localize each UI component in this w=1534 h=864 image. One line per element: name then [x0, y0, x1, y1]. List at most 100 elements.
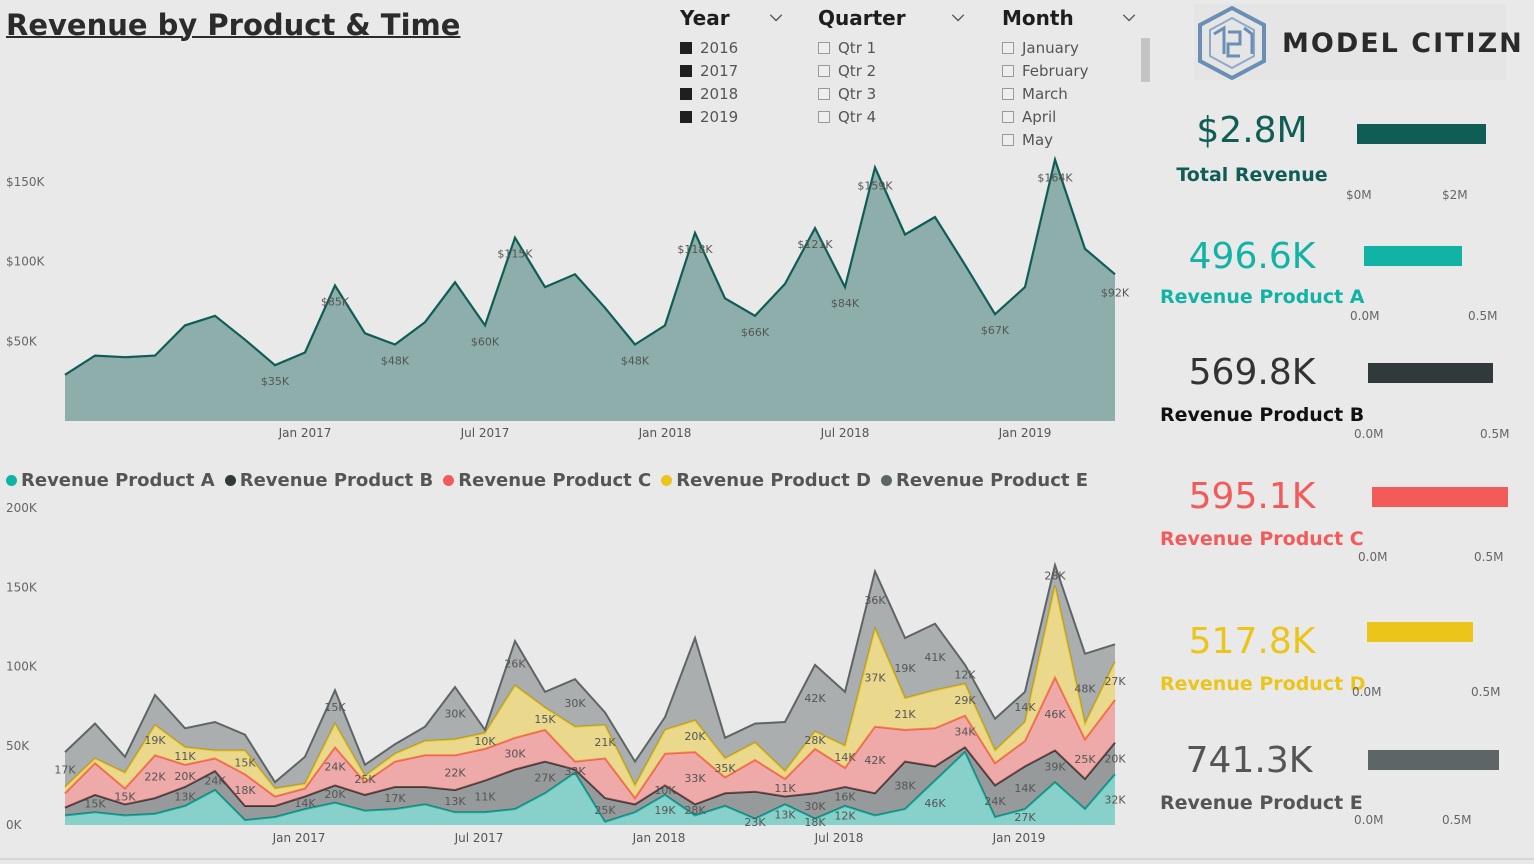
data-label: 33K	[564, 765, 586, 778]
month-option-label: May	[1022, 130, 1054, 149]
month-option-january[interactable]: January	[1002, 36, 1142, 59]
month-option-label: March	[1022, 84, 1068, 103]
data-label: 13K	[774, 809, 796, 822]
month-slicer-title: Month	[1002, 6, 1074, 30]
legend-item[interactable]: Revenue Product E	[880, 470, 1088, 491]
chevron-down-icon[interactable]: ⌵	[952, 6, 965, 25]
divider	[0, 858, 1534, 860]
year-option-2018[interactable]: 2018	[680, 82, 790, 105]
x-tick-label: Jan 2017	[272, 831, 326, 845]
kpi-label: Total Revenue	[1176, 164, 1328, 186]
year-option-2019[interactable]: 2019	[680, 105, 790, 128]
legend-item[interactable]: Revenue Product C	[443, 470, 651, 491]
legend-label: Revenue Product A	[21, 470, 215, 491]
data-label: 11K	[774, 782, 796, 795]
chevron-down-icon[interactable]: ⌵	[770, 6, 783, 25]
chevron-down-icon[interactable]: ⌵	[1123, 6, 1136, 25]
legend-item[interactable]: Revenue Product A	[6, 470, 215, 491]
legend-label: Revenue Product B	[239, 470, 434, 491]
quarter-option-qtr-4[interactable]: Qtr 4	[818, 105, 973, 128]
checkbox[interactable]	[680, 64, 692, 77]
legend-item[interactable]: Revenue Product B	[224, 470, 434, 491]
kpi-value: 741.3K	[1185, 740, 1313, 781]
legend-dot-icon	[6, 475, 17, 486]
kpi-axis-tick: 0.0M	[1358, 550, 1388, 564]
logo-mark-icon	[1198, 5, 1266, 80]
quarter-option-qtr-2[interactable]: Qtr 2	[818, 59, 973, 82]
kpi-label: Revenue Product C	[1160, 528, 1364, 550]
data-label: 19K	[144, 734, 166, 747]
month-scrollbar[interactable]	[1141, 38, 1150, 82]
checkbox[interactable]	[1002, 133, 1014, 146]
kpi-value: 517.8K	[1188, 621, 1316, 662]
year-slicer-title: Year	[680, 6, 730, 30]
checkbox[interactable]	[680, 87, 692, 100]
checkbox[interactable]	[818, 64, 830, 77]
data-label: 28K	[804, 734, 826, 747]
legend-dot-icon	[443, 475, 455, 486]
month-option-february[interactable]: February	[1002, 59, 1142, 82]
x-tick-label: Jul 2017	[460, 426, 510, 440]
data-label: 30K	[504, 748, 526, 761]
checkbox[interactable]	[818, 110, 830, 123]
data-label: 39K	[1044, 760, 1066, 773]
data-label: 14K	[1014, 782, 1036, 795]
y-tick-label: 150K	[6, 580, 38, 594]
data-label: $35K	[261, 375, 290, 388]
checkbox[interactable]	[680, 110, 692, 123]
data-label: 27K	[1104, 675, 1126, 688]
month-option-april[interactable]: April	[1002, 105, 1142, 128]
data-label: 37K	[864, 672, 886, 685]
x-tick-label: Jul 2018	[820, 426, 870, 440]
kpi-bar	[1368, 363, 1493, 383]
x-tick-label: Jan 2019	[992, 831, 1046, 845]
quarter-option-qtr-3[interactable]: Qtr 3	[818, 82, 973, 105]
kpi-value: 569.8K	[1188, 352, 1316, 393]
data-label: $115K	[497, 248, 533, 261]
kpi-value: 595.1K	[1188, 476, 1316, 517]
legend-item[interactable]: Revenue Product D	[661, 470, 871, 491]
kpi-axis-tick: 0.0M	[1354, 813, 1384, 827]
chart-legend: Revenue Product A Revenue Product B Revenu…	[6, 470, 1088, 491]
data-label: $48K	[381, 354, 410, 367]
quarter-slicer-title: Quarter	[818, 6, 906, 30]
data-label: 42K	[864, 754, 886, 767]
month-option-may[interactable]: May	[1002, 128, 1142, 151]
legend-label: Revenue Product C	[458, 470, 652, 491]
y-tick-label: 200K	[6, 501, 38, 515]
kpi-axis-tick: 0.0M	[1354, 427, 1384, 441]
legend-dot-icon	[880, 475, 892, 486]
data-label: 10K	[654, 784, 676, 797]
data-label: $164K	[1037, 172, 1073, 185]
year-slicer: Year ⌵ 2016 2017 2018 2019	[680, 6, 790, 128]
month-option-march[interactable]: March	[1002, 82, 1142, 105]
data-label: 14K	[1014, 701, 1036, 714]
data-label: 30K	[444, 707, 466, 720]
data-label: 41K	[924, 651, 946, 664]
data-label: 26K	[504, 657, 526, 670]
data-label: $48K	[621, 354, 650, 367]
checkbox[interactable]	[1002, 87, 1014, 100]
series-line-0	[64, 750, 1116, 823]
x-tick-label: Jan 2017	[278, 426, 332, 440]
checkbox[interactable]	[680, 41, 692, 54]
x-tick-label: Jul 2017	[454, 831, 504, 845]
checkbox[interactable]	[1002, 110, 1014, 123]
checkbox[interactable]	[1002, 41, 1014, 54]
series-area-2	[65, 677, 1115, 808]
checkbox[interactable]	[818, 87, 830, 100]
kpi-axis-tick: 0.5M	[1480, 427, 1510, 441]
series-area-4	[65, 565, 1115, 789]
quarter-option-qtr-1[interactable]: Qtr 1	[818, 36, 973, 59]
kpi-bar	[1357, 124, 1486, 144]
year-option-2016[interactable]: 2016	[680, 36, 790, 59]
kpi-axis-tick: 0.5M	[1468, 309, 1498, 323]
checkbox[interactable]	[818, 41, 830, 54]
kpi-axis-tick: 0.0M	[1350, 309, 1380, 323]
year-option-2017[interactable]: 2017	[680, 59, 790, 82]
checkbox[interactable]	[1002, 64, 1014, 77]
data-label: 15K	[84, 798, 106, 811]
data-label: 19K	[894, 662, 916, 675]
data-label: 24K	[984, 795, 1006, 808]
kpi-label: Revenue Product D	[1160, 673, 1366, 695]
